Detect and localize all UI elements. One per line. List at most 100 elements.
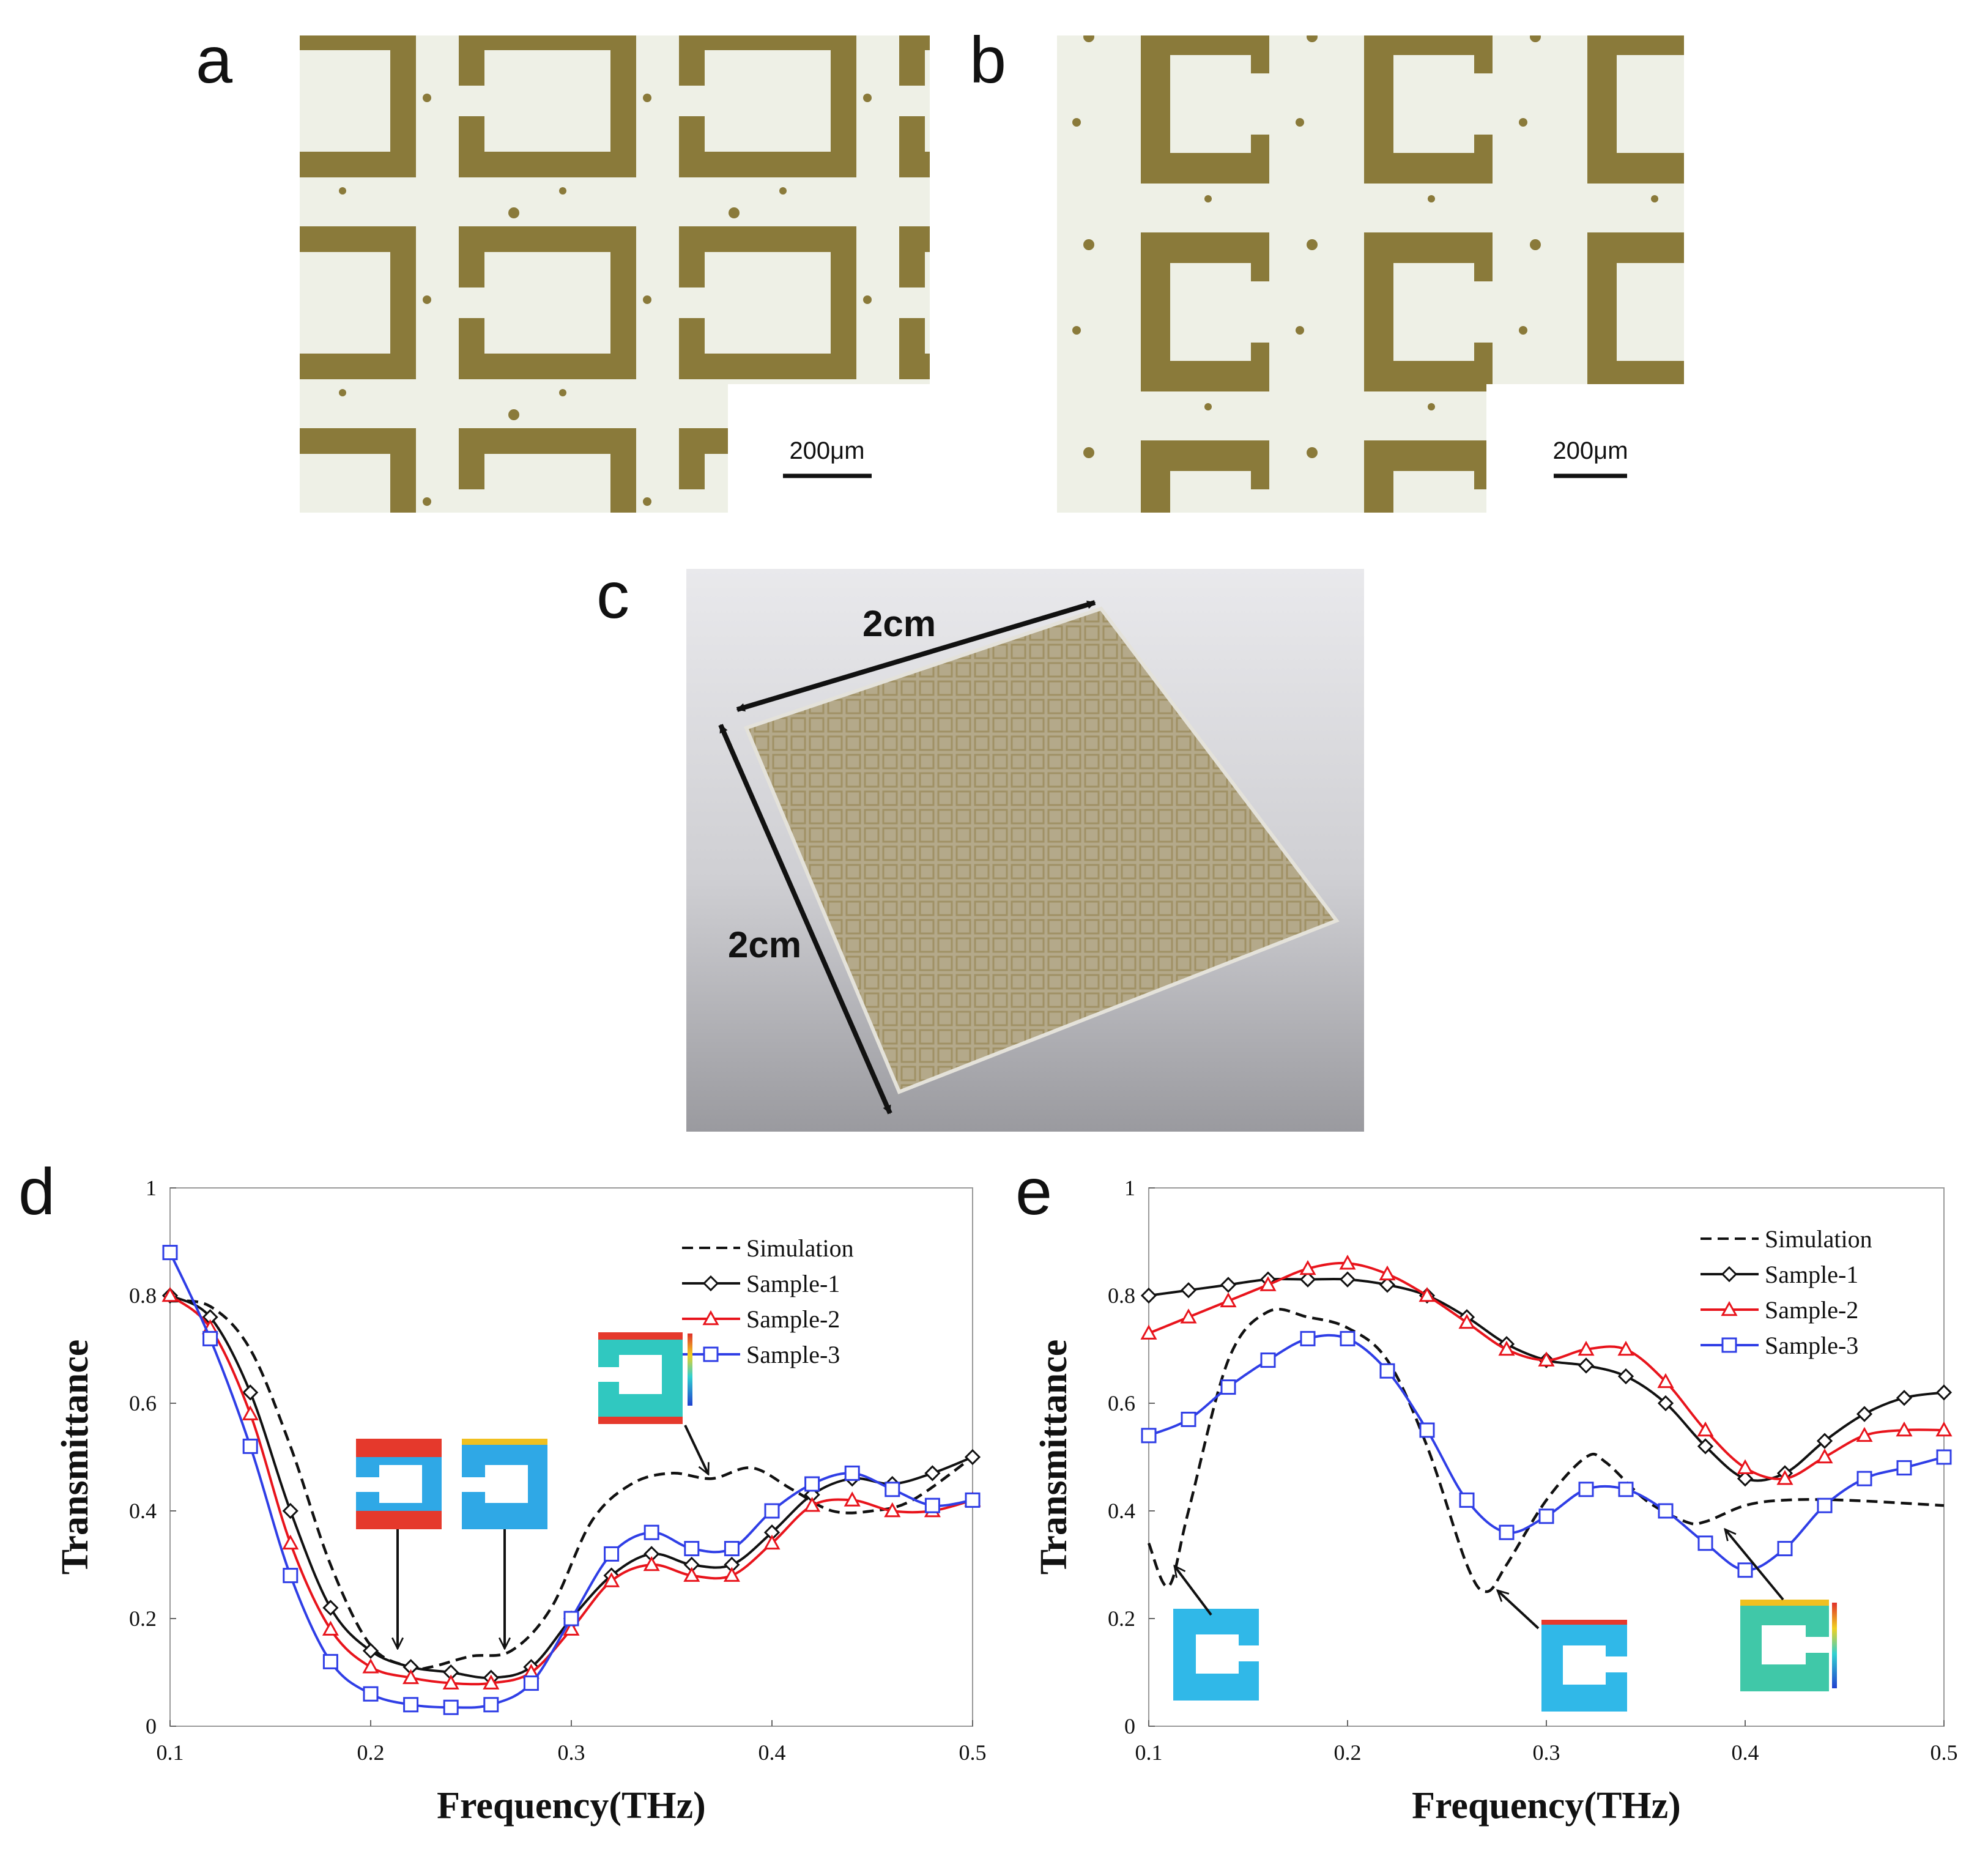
dimension-label-side: 2cm (728, 924, 801, 965)
chart-d-series-sample-3-point (604, 1546, 620, 1562)
chart-d-series-sample-2-point (442, 1674, 459, 1690)
chart-e-series-sample-1-point (1617, 1368, 1634, 1385)
chart-e-series-sample-1-point (1896, 1390, 1913, 1406)
chart-d-series-sample-3-point (202, 1330, 218, 1346)
chart-d-legend-marker-sample-1 (702, 1275, 719, 1292)
chart-e-series-sample-3-point (1220, 1379, 1236, 1395)
chart-d-y-tick-label: 0.8 (129, 1283, 157, 1308)
chart-e-series-sample-3-point (1340, 1330, 1356, 1346)
chart-d-series-sample-2-point (844, 1491, 861, 1507)
chart-d-series-sample-3-point (242, 1438, 258, 1454)
chart-e-series-sample-2-point (1299, 1259, 1316, 1275)
chart-e-series-sample-1-point (1339, 1271, 1356, 1288)
chart-d-y-axis-title: Transmittance (54, 1340, 96, 1575)
chart-e-series-sample-2-point (1737, 1459, 1754, 1474)
chart-e-series-sample-3-point (1658, 1503, 1674, 1519)
chart-d-series-sample-3-line (169, 1252, 973, 1709)
field-inset-d-3 (597, 1332, 692, 1424)
chart-e-series-sample-3-point (1260, 1352, 1276, 1368)
chart-e-legend-marker-sample-1 (1721, 1266, 1738, 1283)
panel-label-e: e (1015, 1154, 1052, 1228)
chart-d-series-sample-2-point (161, 1286, 179, 1302)
chart-d-series-sample-3-point (644, 1524, 659, 1540)
chart-e-series-sample-3-point (1777, 1541, 1793, 1557)
chart-e-x-tick-label: 0.5 (1931, 1740, 1958, 1765)
chart-e-series-sample-2-point (1697, 1421, 1714, 1437)
scale-bar-label-b: 200μm (1552, 437, 1628, 464)
chart-d-series-sample-2-point (683, 1567, 700, 1582)
field-inset-e-2 (1541, 1620, 1627, 1712)
chart-e-series-sample-1-point (1379, 1277, 1396, 1293)
chart-e-series-sample-2-point (1776, 1470, 1793, 1485)
chart-d-x-tick-label: 0.2 (357, 1740, 385, 1765)
chart-d-series-sample-3-point (483, 1697, 499, 1713)
chart-d-series-sample-3-point (924, 1497, 940, 1513)
chart-d-series-sample-3-point (844, 1465, 860, 1481)
chart-e-y-axis-title: Transmittance (1033, 1340, 1075, 1575)
chart-e-series-sample-3-point (1856, 1471, 1872, 1486)
chart-e-series-sample-1-point (1816, 1433, 1833, 1449)
chart-e-series-sample-1-point (1220, 1277, 1237, 1293)
chart-d-series-sample-3-point (724, 1541, 740, 1557)
chart-d-series-sample-3-point (523, 1675, 539, 1691)
chart-d-series-sample-3-point (363, 1686, 379, 1702)
chart-e-series-sample-3-point (1499, 1524, 1515, 1540)
chart-e-y-tick-label: 0.4 (1108, 1499, 1135, 1523)
chart-e-series-sample-3-point (1141, 1428, 1157, 1444)
chart-e-x-tick-label: 0.2 (1334, 1740, 1362, 1765)
field-insets-d (355, 1332, 710, 1649)
chart-e-series-sample-3-point (1618, 1482, 1634, 1497)
chart-e-series-sample-1-point (1140, 1287, 1157, 1304)
chart-d-series-sample-2-point (362, 1658, 379, 1674)
chart-e-series-sample-3-point (1459, 1492, 1475, 1508)
dimension-label-top: 2cm (862, 603, 936, 644)
chart-e-series-sample-3-point (1181, 1411, 1196, 1427)
chart-e-series-sample-2-point (1657, 1373, 1674, 1389)
chart-d-series-sample-2-point (763, 1534, 781, 1550)
chart-e-series-sample-2-point (1259, 1276, 1277, 1291)
chart-e-y-tick-label: 0.8 (1108, 1283, 1135, 1308)
chart-e-series-sample-3-point (1419, 1422, 1435, 1438)
chart-d-legend-label-sample-1: Sample-1 (746, 1270, 840, 1297)
chart-e-x-tick-label: 0.4 (1732, 1740, 1759, 1765)
chart-e-y-tick-label: 0.6 (1108, 1391, 1135, 1415)
chart-d-series-sample-3-point (283, 1568, 299, 1584)
chart-e-series-sample-1-point (1578, 1357, 1595, 1374)
chart-e-series-sample-2-point (1220, 1292, 1237, 1308)
chart-e-series-sample-3-point (1697, 1535, 1713, 1551)
chart-d-series-sample-3-point (443, 1699, 459, 1715)
field-inset-e-3 (1740, 1600, 1837, 1691)
chart-e-series-sample-1-point (1299, 1271, 1316, 1288)
chart-d-series-sample-1-point (964, 1449, 981, 1466)
chart-d-series-sample-1-line (169, 1294, 973, 1679)
panel-c: c 2cm 2cm (596, 558, 1364, 1132)
chart-e-series-sample-1-point (1657, 1395, 1674, 1412)
chart-d-series-sample-1-point (322, 1600, 339, 1616)
field-inset-e-1 (1173, 1609, 1260, 1701)
chart-d-plot-frame (169, 1187, 973, 1727)
chart-e: 0.1 0.2 0.3 0.4 0.5 0 0.2 0.4 0.6 0.8 1 Frequency(T… (1033, 1176, 1958, 1827)
chart-e-series-sample-1-point (1697, 1438, 1714, 1455)
micrograph-b (1057, 0, 1684, 513)
chart-d-series-sample-2-point (282, 1534, 299, 1550)
chart-e-series-sample-2-point (1578, 1340, 1595, 1356)
chart-e-series-sample-3-point (1737, 1562, 1753, 1578)
chart-d-y-tick-label: 0 (146, 1714, 157, 1738)
panel-label-b: b (970, 23, 1006, 97)
chart-d-series-sample-2-point (723, 1567, 740, 1582)
chart-d-legend-marker-sample-3 (703, 1346, 719, 1362)
chart-e-series-sample-2-point (1458, 1313, 1475, 1329)
chart-d-legend-label-sample-2: Sample-2 (746, 1305, 840, 1333)
scale-bar-label-a: 200μm (789, 437, 864, 464)
chart-d-legend-label-sample-3: Sample-3 (746, 1341, 840, 1368)
chart-e-series-sample-2-point (1498, 1340, 1515, 1356)
field-insets-e (1173, 1529, 1837, 1712)
chart-d-series-sample-3-point (162, 1245, 178, 1261)
field-inset-d-2 (461, 1439, 547, 1529)
chart-d-x-tick-label: 0.5 (959, 1740, 987, 1765)
chart-e-series-sample-1-point (1180, 1282, 1197, 1299)
chart-d-series-sample-2-point (804, 1497, 821, 1512)
chart-d-series-sample-2-point (483, 1674, 500, 1690)
panel-d: d 0.1 0.2 0.3 0.4 0.5 0 0.2 0.4 0.6 0.8 1 Frequency… (18, 1154, 987, 1827)
